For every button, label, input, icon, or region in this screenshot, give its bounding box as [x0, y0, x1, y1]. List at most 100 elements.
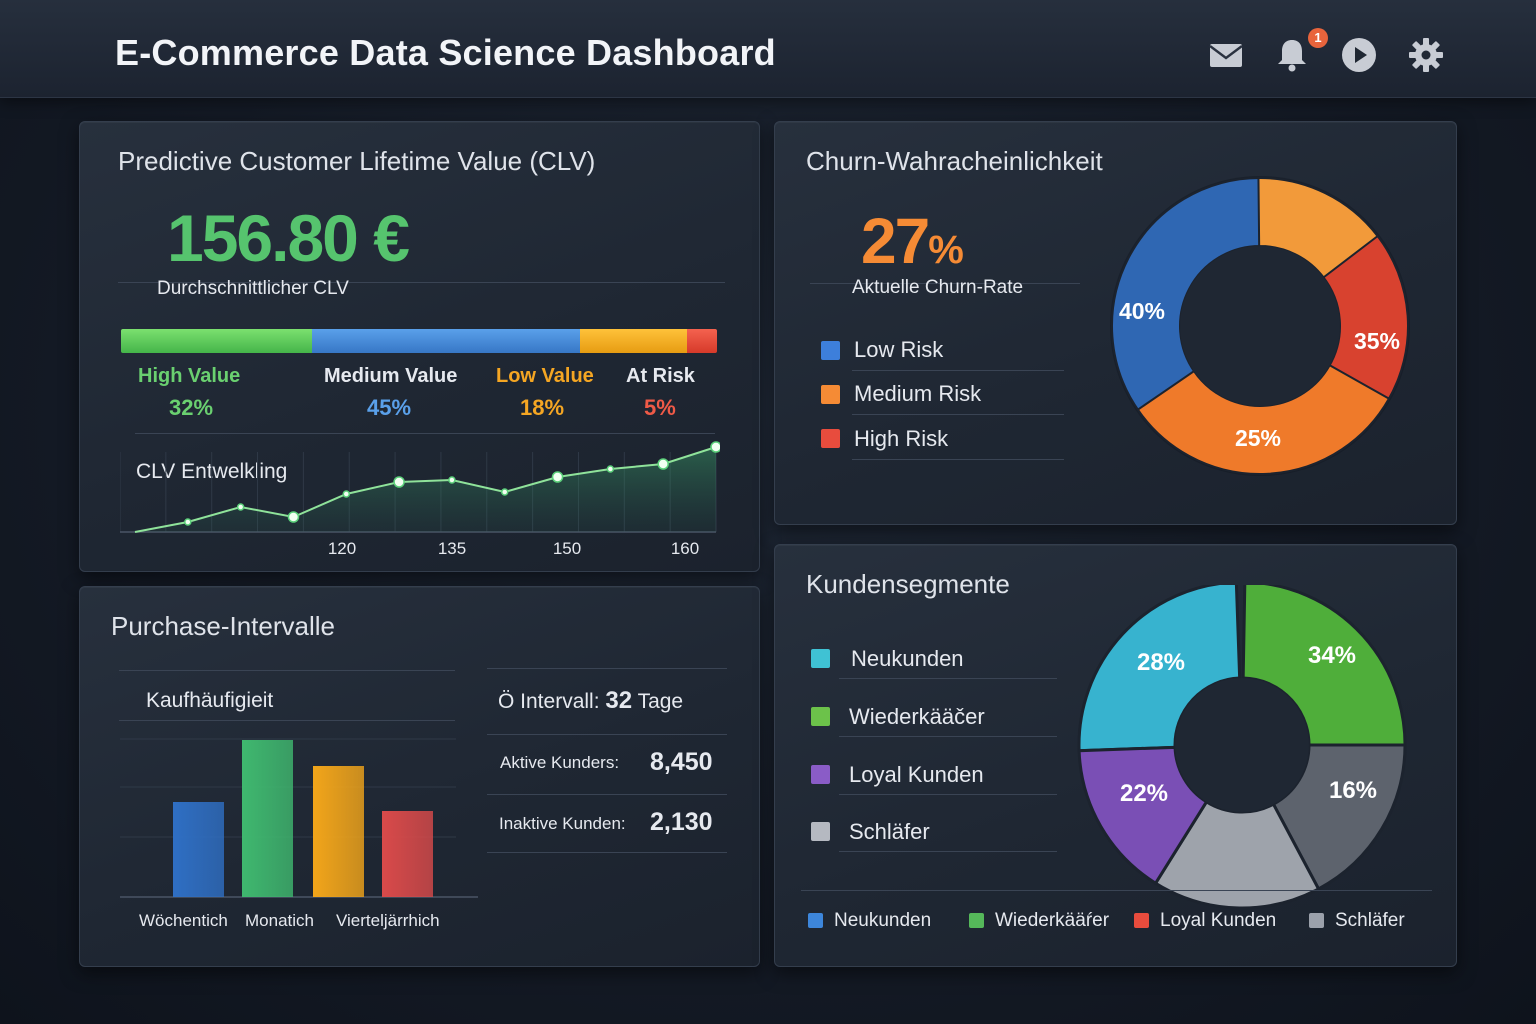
churn-rate-number: 27 — [861, 205, 930, 277]
purchase-bar-chart — [120, 738, 478, 898]
gear-icon[interactable] — [1407, 36, 1445, 74]
clv-point — [551, 471, 564, 483]
play-icon[interactable] — [1340, 36, 1378, 74]
bottom-legend-wiederkaeufer: Wiederkääŕer — [995, 910, 1110, 931]
bar-label-weekly: Wöchentich — [139, 911, 228, 930]
segment-slice-label: 16% — [1329, 777, 1377, 804]
clv-panel: Predictive Customer Lifetime Value (CLV)… — [79, 121, 760, 572]
legend-label-neukunden: Neukunden — [851, 646, 964, 671]
bell-icon[interactable] — [1273, 36, 1311, 74]
churn-rate-label: Aktuelle Churn-Rate — [852, 277, 1024, 298]
bar-label-monthly: Monatich — [245, 911, 314, 930]
stat-average-interval: Ö Intervall: 32 Tage — [498, 687, 683, 715]
segment-label-high-value: High Value — [138, 365, 241, 387]
segments-panel-title: Kundensegmente — [806, 569, 1010, 599]
clv-area — [135, 447, 716, 532]
legend-label-medium-risk: Medium Risk — [854, 381, 982, 406]
legend-swatch-neukunden — [811, 649, 830, 668]
bottom-legend-schlaefer: Schläfer — [1335, 910, 1405, 931]
segment-at-risk — [687, 329, 717, 353]
divider — [852, 459, 1064, 460]
divider — [801, 890, 1432, 891]
divider — [118, 282, 725, 283]
stat-interval-label: Ö Intervall: — [498, 690, 600, 713]
legend-swatch-wiederkaeufer — [811, 707, 830, 726]
bar-label-quarterly: Vierteljärrhich — [336, 911, 440, 930]
divider — [135, 433, 715, 434]
segment-pct-low-value: 18% — [520, 395, 565, 420]
segments-panel: Kundensegmente Neukunden Wiederkääčer Lo… — [774, 544, 1457, 967]
stat-interval-value: 32 — [605, 687, 633, 714]
purchase-bar — [173, 802, 224, 897]
divider — [487, 734, 727, 735]
divider — [839, 794, 1057, 795]
segment-slice-label: 22% — [1120, 780, 1168, 807]
segment-pct-medium-value: 45% — [367, 395, 412, 420]
segment-medium-value — [311, 329, 580, 353]
divider — [119, 670, 455, 671]
purchase-bar — [382, 811, 433, 897]
clv-point — [342, 490, 351, 498]
purchase-frequency-title: Kaufhäufigieit — [146, 689, 274, 712]
x-tick-label: 120 — [328, 539, 356, 558]
bottom-legend-swatch-loyal-kunden — [1134, 913, 1149, 928]
divider — [487, 668, 727, 669]
segment-high-value — [121, 329, 312, 353]
segments-hole — [1175, 678, 1309, 812]
stat-active-value: 8,450 — [650, 748, 713, 776]
legend-label-loyal-kunden: Loyal Kunden — [849, 762, 984, 787]
churn-slice-label: 40% — [1119, 298, 1165, 324]
bottom-legend-swatch-schlaefer — [1309, 913, 1324, 928]
churn-rate-unit: % — [928, 228, 964, 272]
clv-panel-title: Predictive Customer Lifetime Value (CLV) — [118, 146, 596, 176]
notification-badge: 1 — [1308, 28, 1328, 48]
churn-panel-title: Churn-Wahracheinlichkeit — [806, 146, 1103, 176]
legend-swatch-loyal-kunden — [811, 765, 830, 784]
bottom-legend-loyal-kunden: Loyal Kunden — [1160, 910, 1277, 931]
clv-point — [287, 511, 300, 523]
divider — [839, 678, 1057, 679]
divider — [810, 283, 1080, 284]
legend-swatch-low-risk — [821, 341, 840, 360]
divider — [852, 370, 1064, 371]
segment-label-low-value: Low Value — [496, 365, 594, 387]
clv-point — [606, 465, 615, 473]
legend-label-wiederkaeufer: Wiederkääčer — [849, 704, 985, 729]
segment-pct-at-risk: 5% — [644, 395, 676, 420]
stat-inactive-value: 2,130 — [650, 808, 713, 836]
clv-point — [500, 488, 509, 496]
segment-label-medium-value: Medium Value — [324, 365, 458, 387]
segment-label-at-risk: At Risk — [626, 365, 695, 387]
stat-active-label: Aktive Kunders: — [500, 753, 620, 772]
divider — [839, 851, 1057, 852]
clv-line-chart: 120 135 150 160 — [120, 441, 720, 558]
bottom-legend-swatch-wiederkaeufer — [969, 913, 984, 928]
clv-line — [134, 446, 717, 533]
divider — [839, 736, 1057, 737]
legend-swatch-schlaefer — [811, 822, 830, 841]
stat-inactive-label: Inaktive Kunden: — [499, 814, 626, 833]
clv-point — [184, 518, 192, 526]
purchase-bar — [313, 766, 364, 897]
top-bar: E-Commerce Data Science Dashboard 1 — [0, 0, 1536, 98]
clv-point — [448, 476, 456, 484]
mail-icon[interactable] — [1207, 36, 1245, 74]
x-tick-label: 160 — [671, 539, 699, 558]
purchase-bar — [242, 740, 293, 897]
purchase-panel-title: Purchase-Intervalle — [111, 611, 335, 641]
churn-slice-label: 25% — [1235, 425, 1281, 451]
clv-caption: Durchschnittlicher CLV — [157, 278, 349, 299]
bottom-legend-swatch-neukunden — [808, 913, 823, 928]
purchase-panel: Purchase-Intervalle Kaufhäufigieit Wöche… — [79, 586, 760, 967]
segment-slice-label: 34% — [1308, 642, 1356, 669]
segment-low-value — [579, 329, 688, 353]
divider — [487, 794, 727, 795]
divider — [487, 852, 727, 853]
clv-point — [710, 441, 720, 453]
legend-label-high-risk: High Risk — [854, 426, 949, 451]
legend-label-low-risk: Low Risk — [854, 337, 944, 362]
legend-label-schlaefer: Schläfer — [849, 819, 930, 844]
divider — [119, 720, 455, 721]
segment-pct-high-value: 32% — [169, 395, 214, 420]
clv-point — [657, 458, 669, 470]
